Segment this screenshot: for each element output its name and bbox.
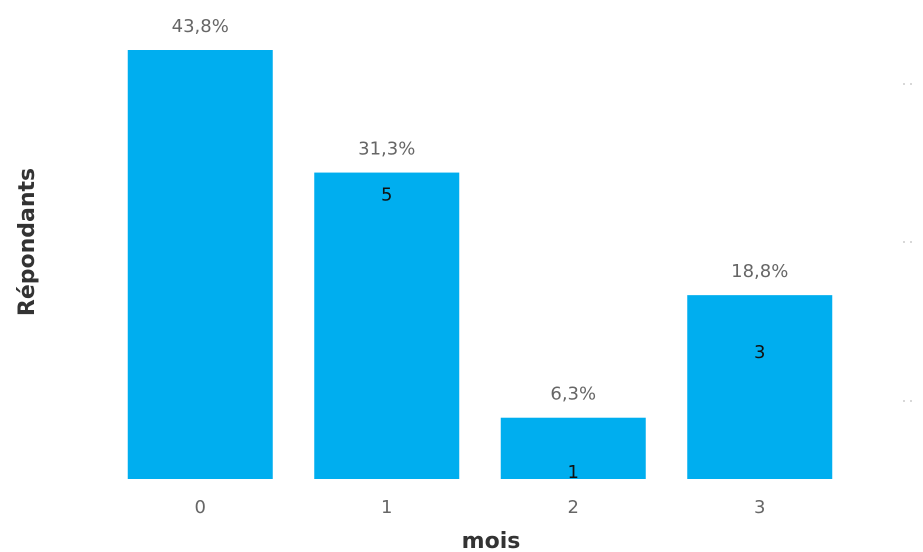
percent-labels-group: 43,8% 31,3% 6,3% 18,8% <box>172 16 789 405</box>
bar-0 <box>127 50 273 479</box>
percent-label-1: 31,3% <box>358 139 415 160</box>
y-axis-title: Répondants <box>15 168 40 316</box>
gridline-dot <box>910 241 912 243</box>
gridline-dot <box>903 241 905 243</box>
gridline-dot <box>903 83 905 85</box>
count-labels-group: 5 1 3 <box>381 185 765 483</box>
percent-label-3: 18,8% <box>731 261 788 282</box>
bar-3 <box>687 295 833 479</box>
x-tick-label-2: 2 <box>568 497 579 518</box>
percent-label-0: 43,8% <box>172 16 229 37</box>
percent-label-2: 6,3% <box>550 384 596 405</box>
gridline-dot <box>910 400 912 402</box>
gridline-markers <box>903 83 912 402</box>
bar-2 <box>500 417 646 479</box>
x-tick-label-3: 3 <box>754 497 765 518</box>
gridline-dot <box>903 400 905 402</box>
bar-1 <box>314 172 460 480</box>
gridline-dot <box>910 83 912 85</box>
x-tick-labels-group: 0 1 2 3 <box>195 497 766 518</box>
bars-group <box>127 50 833 480</box>
x-tick-label-1: 1 <box>381 497 392 518</box>
count-label-3: 3 <box>754 342 765 363</box>
count-label-1: 5 <box>381 185 392 206</box>
x-tick-label-0: 0 <box>195 497 206 518</box>
count-label-2: 1 <box>568 462 579 483</box>
x-axis-title: mois <box>462 529 521 552</box>
